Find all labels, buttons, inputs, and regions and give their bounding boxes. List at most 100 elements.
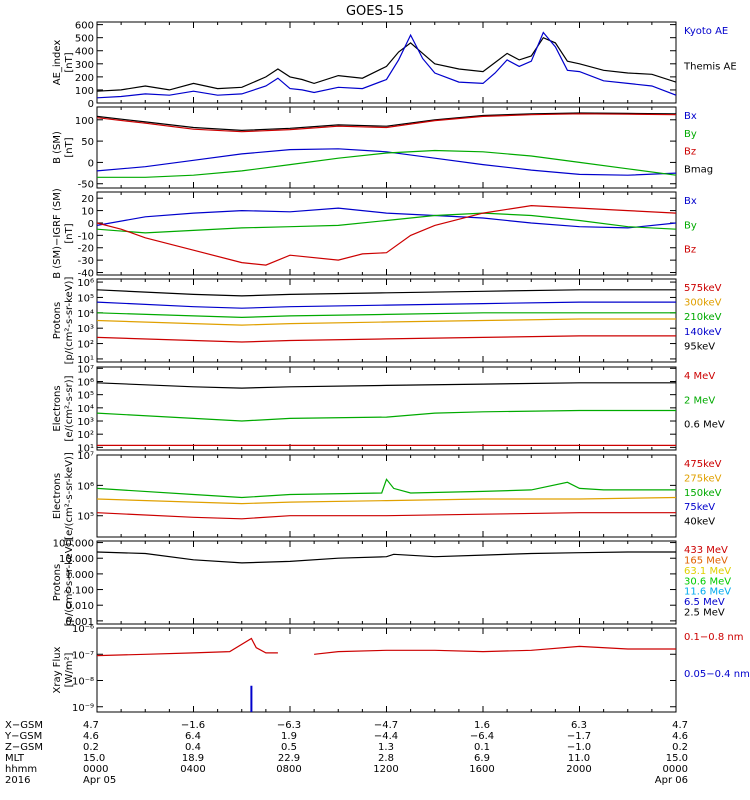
footer-value: 2000 — [566, 764, 591, 775]
footer-value: 0.4 — [185, 742, 201, 753]
footer-value: −4.7 — [374, 720, 398, 731]
footer-value: 22.9 — [278, 753, 300, 764]
series-group — [97, 204, 676, 266]
footer-value: 4.7 — [83, 720, 99, 731]
axis-label: B (SM) — [52, 131, 63, 164]
series-140kev — [97, 301, 676, 309]
legend-entry: 165 MeV — [684, 555, 728, 566]
footer-value: 0400 — [180, 764, 205, 775]
y-tick-label: 0 — [88, 158, 94, 169]
axis-label: [nT] — [64, 137, 75, 157]
y-tick-label: 10⁷ — [77, 451, 94, 462]
footer-value: 6.9 — [474, 753, 490, 764]
y-tick-label: 10⁷ — [77, 364, 94, 375]
footer-value: −1.7 — [567, 731, 591, 742]
footer-value: 4.6 — [672, 731, 688, 742]
panel-electrons_mev: 10⁷ 10⁶ 10⁵ 10⁴ 10³ 10² 10¹ Electrons [e/(cm²-s-… — [52, 364, 725, 454]
axis-label: [nT] — [64, 52, 75, 72]
footer-value: −1.6 — [181, 720, 205, 731]
footer-value: 1.6 — [474, 720, 490, 731]
footer-value: Apr 05 — [83, 775, 116, 786]
series-300kev — [97, 318, 676, 326]
footer-value: 0.2 — [83, 742, 99, 753]
panel-xray: 10⁻⁶ 10⁻⁷ 10⁻⁸ 10⁻⁹ Xray Flux [W/m²] 0.1−0.8 n… — [52, 624, 750, 714]
legend-entry: 150keV — [684, 488, 722, 499]
axis-label: [p/(cm²-s-sr-keV)] — [64, 277, 75, 365]
legend-entry: Kyoto AE — [684, 26, 728, 37]
y-tick-label: 1.000 — [65, 570, 94, 581]
legend-entry: 300keV — [684, 298, 722, 309]
legend-entry: 2 MeV — [684, 395, 715, 406]
y-tick-label: 10.000 — [59, 554, 94, 565]
footer-row-label: Z−GSM — [5, 742, 43, 753]
legend-entry: 40keV — [684, 517, 715, 528]
series-2-mev — [97, 409, 676, 422]
axis-label: [nT] — [64, 223, 75, 243]
panel-ae: 600 500 400 300 200 100 0 AE_index [nT] Kyoto AE T… — [52, 21, 737, 110]
y-tick-label: 10² — [77, 340, 94, 351]
series-themis-ae — [97, 36, 676, 92]
footer-value: 6.3 — [571, 720, 587, 731]
footer-value: −6.4 — [470, 731, 494, 742]
legend-entry: 475keV — [684, 459, 722, 470]
y-tick-label: 400 — [75, 47, 94, 58]
footer-value: 15.0 — [666, 753, 688, 764]
axis-label: Protons — [52, 564, 63, 601]
legend-entry: 0.6 MeV — [684, 420, 725, 431]
footer-value: −1.0 — [567, 742, 591, 753]
series-575kev — [97, 335, 676, 343]
axis-label: Protons — [52, 302, 63, 339]
series-by — [97, 212, 676, 234]
y-tick-label: 10⁻⁹ — [72, 703, 94, 714]
legend-entry: 140keV — [684, 327, 722, 338]
footer-value: 0800 — [276, 764, 301, 775]
y-tick-label: 0 — [88, 219, 94, 230]
y-tick-label: 10⁻⁷ — [72, 650, 94, 661]
panel-frame — [96, 454, 677, 538]
axis-label: [e/(cm²-s-sr)] — [64, 375, 75, 441]
series-group — [97, 289, 676, 343]
panel-protons_mev: 100.000 10.000 1.000 0.100 0.010 0.001 Protons… — [52, 539, 731, 628]
footer-value: 4.7 — [672, 720, 688, 731]
footer-value: 0.1 — [474, 742, 490, 753]
series-bz — [97, 204, 676, 266]
y-tick-label: 10¹ — [77, 355, 94, 366]
y-tick-label: 10⁴ — [77, 309, 94, 320]
series-150kev — [97, 478, 676, 499]
axis-label: Xray Flux — [52, 646, 63, 693]
y-tick-label: 300 — [75, 60, 94, 71]
footer-value: 1.3 — [378, 742, 394, 753]
footer-value: −4.4 — [374, 731, 398, 742]
y-tick-label: 100 — [75, 86, 94, 97]
series-group — [97, 382, 676, 446]
series-0-1-0-8-nm — [97, 637, 676, 657]
y-tick-label: 500 — [75, 34, 94, 45]
series-group — [97, 112, 676, 178]
y-tick-label: -40 — [78, 269, 94, 280]
y-tick-label: 10³ — [77, 417, 94, 428]
axis-label: [e/(cm²-s-sr-keV)] — [64, 452, 75, 540]
legend-entry: 30.6 MeV — [684, 576, 731, 587]
legend-entry: By — [684, 220, 697, 231]
footer-value: −6.3 — [277, 720, 301, 731]
series-2-5-mev — [97, 551, 676, 564]
footer-value: 1200 — [373, 764, 398, 775]
axis-label: B (SM)−IGRF (SM) — [52, 188, 63, 279]
axis-label: [W/m²] — [64, 652, 75, 687]
legend-entry: 95keV — [684, 341, 715, 352]
y-tick-label: 0.010 — [65, 601, 94, 612]
y-tick-label: 10⁵ — [77, 512, 94, 523]
legend-entry: By — [684, 129, 697, 140]
y-tick-label: 10⁵ — [77, 293, 94, 304]
series-kyoto-ae — [97, 31, 676, 99]
y-tick-label: 50 — [81, 137, 94, 148]
legend-entry: 575keV — [684, 283, 722, 294]
footer-row-label: hhmm — [5, 764, 37, 775]
footer-value: 0.2 — [672, 742, 688, 753]
series-group — [97, 551, 676, 564]
legend-entry: Bx — [684, 196, 697, 207]
footer-row-label: Y−GSM — [4, 731, 42, 742]
footer-value: 1.9 — [281, 731, 297, 742]
y-tick-label: 10² — [77, 430, 94, 441]
